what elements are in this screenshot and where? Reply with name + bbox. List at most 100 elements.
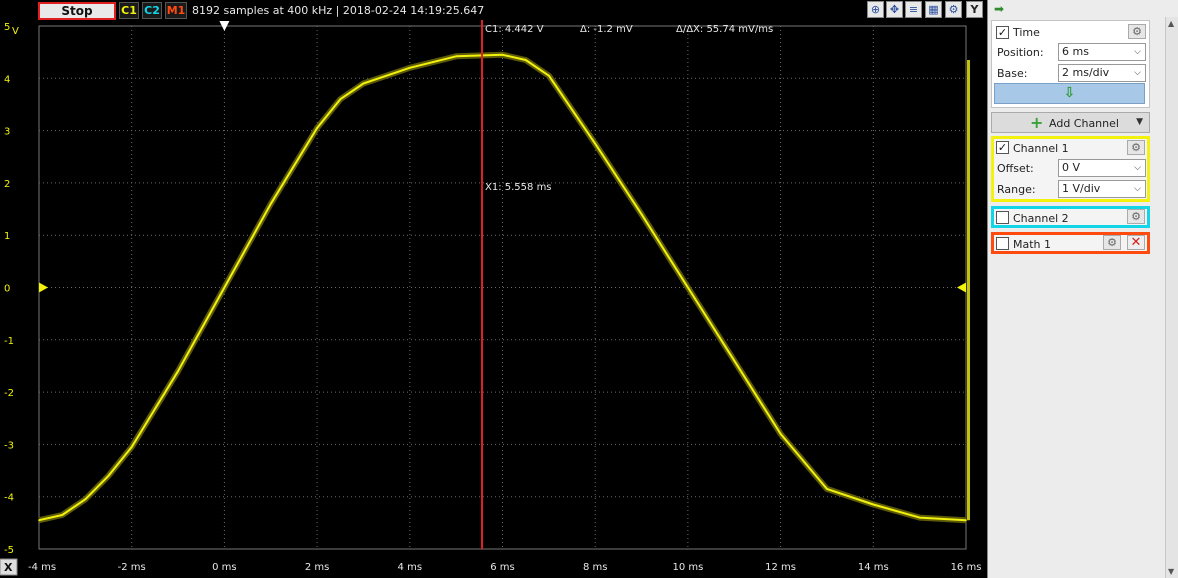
y-tick-label: -1 bbox=[4, 336, 14, 347]
time-section: ✓ Time ⚙ Position: 6 ms ⌵ Base: 2 ms/div… bbox=[991, 20, 1150, 108]
trace-point bbox=[826, 488, 828, 490]
trace-point bbox=[524, 59, 527, 61]
channel1-section: ✓ Channel 1 ⚙ Offset: 0 V ⌵ Range: 1 V/d… bbox=[991, 136, 1150, 202]
offset-value: 0 V bbox=[1062, 161, 1081, 174]
trace-point bbox=[733, 359, 736, 362]
scroll-up-icon[interactable]: ▲ bbox=[1168, 19, 1175, 28]
math1-chip[interactable]: M1 bbox=[165, 2, 187, 19]
channel2-chip[interactable]: C2 bbox=[142, 2, 162, 19]
channel1-offset-marker[interactable] bbox=[39, 282, 48, 293]
trace-point bbox=[872, 503, 875, 506]
x-tick-label: 6 ms bbox=[490, 562, 515, 573]
trace-point bbox=[501, 53, 504, 56]
scroll-down-icon[interactable]: ▼ bbox=[1168, 567, 1175, 576]
trace-point bbox=[362, 82, 365, 85]
scope-svg[interactable]: V5 4 3 2 1 0 -1 -2 -3 -4 -5 X -4 ms -2 ms 0 ms 2 ms 4 m… bbox=[0, 20, 987, 578]
position-value: 6 ms bbox=[1062, 45, 1089, 58]
cursor-icon[interactable]: ≡ bbox=[905, 1, 922, 18]
control-panel: ➡ ▲ ▼ ✓ Time ⚙ Position: 6 ms ⌵ Base: 2 … bbox=[987, 0, 1178, 578]
channel1-checkbox[interactable]: ✓ bbox=[996, 141, 1009, 154]
position-label: Position: bbox=[997, 46, 1044, 59]
marker-layer[interactable] bbox=[39, 21, 970, 521]
range-label: Range: bbox=[997, 183, 1036, 196]
chevron-down-icon: ⌵ bbox=[1134, 163, 1141, 173]
channel1-chip[interactable]: C1 bbox=[119, 2, 139, 19]
trigger-position-marker[interactable] bbox=[219, 21, 230, 31]
trace-point bbox=[455, 55, 457, 58]
channel2-section: Channel 2 ⚙ bbox=[991, 206, 1150, 228]
x-axis: X -4 ms -2 ms 0 ms 2 ms 4 ms 6 ms 8 ms 10 ms 12 m… bbox=[0, 558, 981, 576]
x-tick-label: 4 ms bbox=[398, 562, 423, 573]
math1-label: Math 1 bbox=[1013, 238, 1052, 251]
cursor-slope-readout: Δ/ΔX: 55.74 mV/ms bbox=[676, 24, 773, 35]
add-channel-button[interactable]: + Add Channel ▼ bbox=[991, 112, 1150, 133]
grid bbox=[38, 25, 967, 550]
settings-icon[interactable]: ⚙ bbox=[945, 1, 962, 18]
x-tick-label: 2 ms bbox=[305, 562, 330, 573]
offset-dropdown[interactable]: 0 V ⌵ bbox=[1058, 159, 1146, 177]
scope-plot[interactable]: V 5 4 3 2 1 0 -1 -2 -3 -4 -5 X -4 ms -2 ms 0 ms 2 ms 4 m… bbox=[0, 20, 987, 578]
position-dropdown[interactable]: 6 ms ⌵ bbox=[1058, 43, 1146, 61]
math1-settings-icon[interactable]: ⚙ bbox=[1103, 235, 1121, 250]
math1-remove-icon[interactable]: ✕ bbox=[1127, 235, 1145, 250]
time-label: Time bbox=[1013, 26, 1040, 39]
base-value: 2 ms/div bbox=[1062, 66, 1110, 79]
time-checkbox[interactable]: ✓ bbox=[996, 26, 1009, 39]
y-tick-label: 0 bbox=[4, 284, 10, 295]
trace-point bbox=[594, 142, 596, 145]
y-tick-label: -3 bbox=[4, 440, 14, 451]
channel2-checkbox[interactable] bbox=[996, 211, 1009, 224]
channel2-label: Channel 2 bbox=[1013, 212, 1069, 225]
channel1-label: Channel 1 bbox=[1013, 142, 1069, 155]
trace-point bbox=[687, 286, 689, 289]
trace-point bbox=[779, 433, 782, 435]
trace-layer bbox=[38, 51, 967, 524]
channel1-settings-icon[interactable]: ⚙ bbox=[1127, 140, 1145, 155]
panel-scrollbar[interactable]: ▲ ▼ bbox=[1165, 17, 1178, 578]
base-dropdown[interactable]: 2 ms/div ⌵ bbox=[1058, 64, 1146, 82]
zoom-icon[interactable]: ⊕ bbox=[867, 1, 884, 18]
dropdown-arrow-icon: ▼ bbox=[1136, 117, 1143, 127]
x-axis-button[interactable] bbox=[0, 558, 18, 576]
channel1-offset-marker-right[interactable] bbox=[957, 282, 966, 293]
y-tick-label: -4 bbox=[4, 493, 14, 504]
y-axis: V5 4 3 2 1 0 -1 -2 -3 -4 -5 bbox=[4, 22, 19, 556]
trace-point bbox=[223, 286, 226, 289]
x-tick-label: 0 ms bbox=[212, 562, 237, 573]
trace-point bbox=[918, 516, 921, 519]
time-settings-icon[interactable]: ⚙ bbox=[1128, 24, 1146, 39]
chevron-down-icon: ⌵ bbox=[1134, 184, 1141, 194]
add-channel-label: Add Channel bbox=[1049, 117, 1119, 130]
y-tick-label: 1 bbox=[4, 231, 10, 242]
y-tick-label: -5 bbox=[4, 545, 14, 556]
toolbar: Stop C1 C2 M1 8192 samples at 400 kHz | … bbox=[0, 0, 987, 20]
trace-point bbox=[316, 127, 318, 129]
cursor-delta-readout: Δ: -1.2 mV bbox=[580, 24, 633, 35]
collapse-arrow-icon[interactable]: ➡ bbox=[994, 2, 1005, 16]
channel2-settings-icon[interactable]: ⚙ bbox=[1127, 209, 1145, 224]
chevron-down-icon: ⌵ bbox=[1134, 47, 1141, 57]
plus-icon: + bbox=[1030, 113, 1044, 132]
y-tick-label: -2 bbox=[4, 388, 14, 399]
trace-point bbox=[84, 498, 87, 501]
math1-section: Math 1 ⚙ ✕ bbox=[991, 232, 1150, 254]
channel1-range-bar bbox=[967, 59, 970, 521]
x-tick-label: 8 ms bbox=[583, 562, 608, 573]
trace-point bbox=[130, 446, 133, 448]
y-tick-label: 5 bbox=[4, 22, 10, 33]
x-tick-label: 14 ms bbox=[858, 562, 889, 573]
trace-point bbox=[339, 98, 342, 101]
y-axis-unit: V bbox=[12, 26, 19, 37]
trace-point bbox=[177, 370, 179, 372]
measure-icon[interactable]: ▦ bbox=[925, 1, 942, 18]
range-dropdown[interactable]: 1 V/div ⌵ bbox=[1058, 180, 1146, 198]
y-tick-label: 4 bbox=[4, 74, 10, 85]
math1-checkbox[interactable] bbox=[996, 237, 1009, 250]
pan-icon[interactable]: ✥ bbox=[886, 1, 903, 18]
stop-button[interactable]: Stop bbox=[38, 2, 116, 20]
apply-down-arrow-icon[interactable]: ⇩ bbox=[994, 83, 1145, 104]
trace-point bbox=[61, 514, 63, 516]
y-axis-button[interactable]: Y bbox=[966, 1, 983, 18]
cursor-layer[interactable]: C1: 4.442 V Δ: -1.2 mV Δ/ΔX: 55.74 mV/ms X1… bbox=[481, 20, 773, 549]
